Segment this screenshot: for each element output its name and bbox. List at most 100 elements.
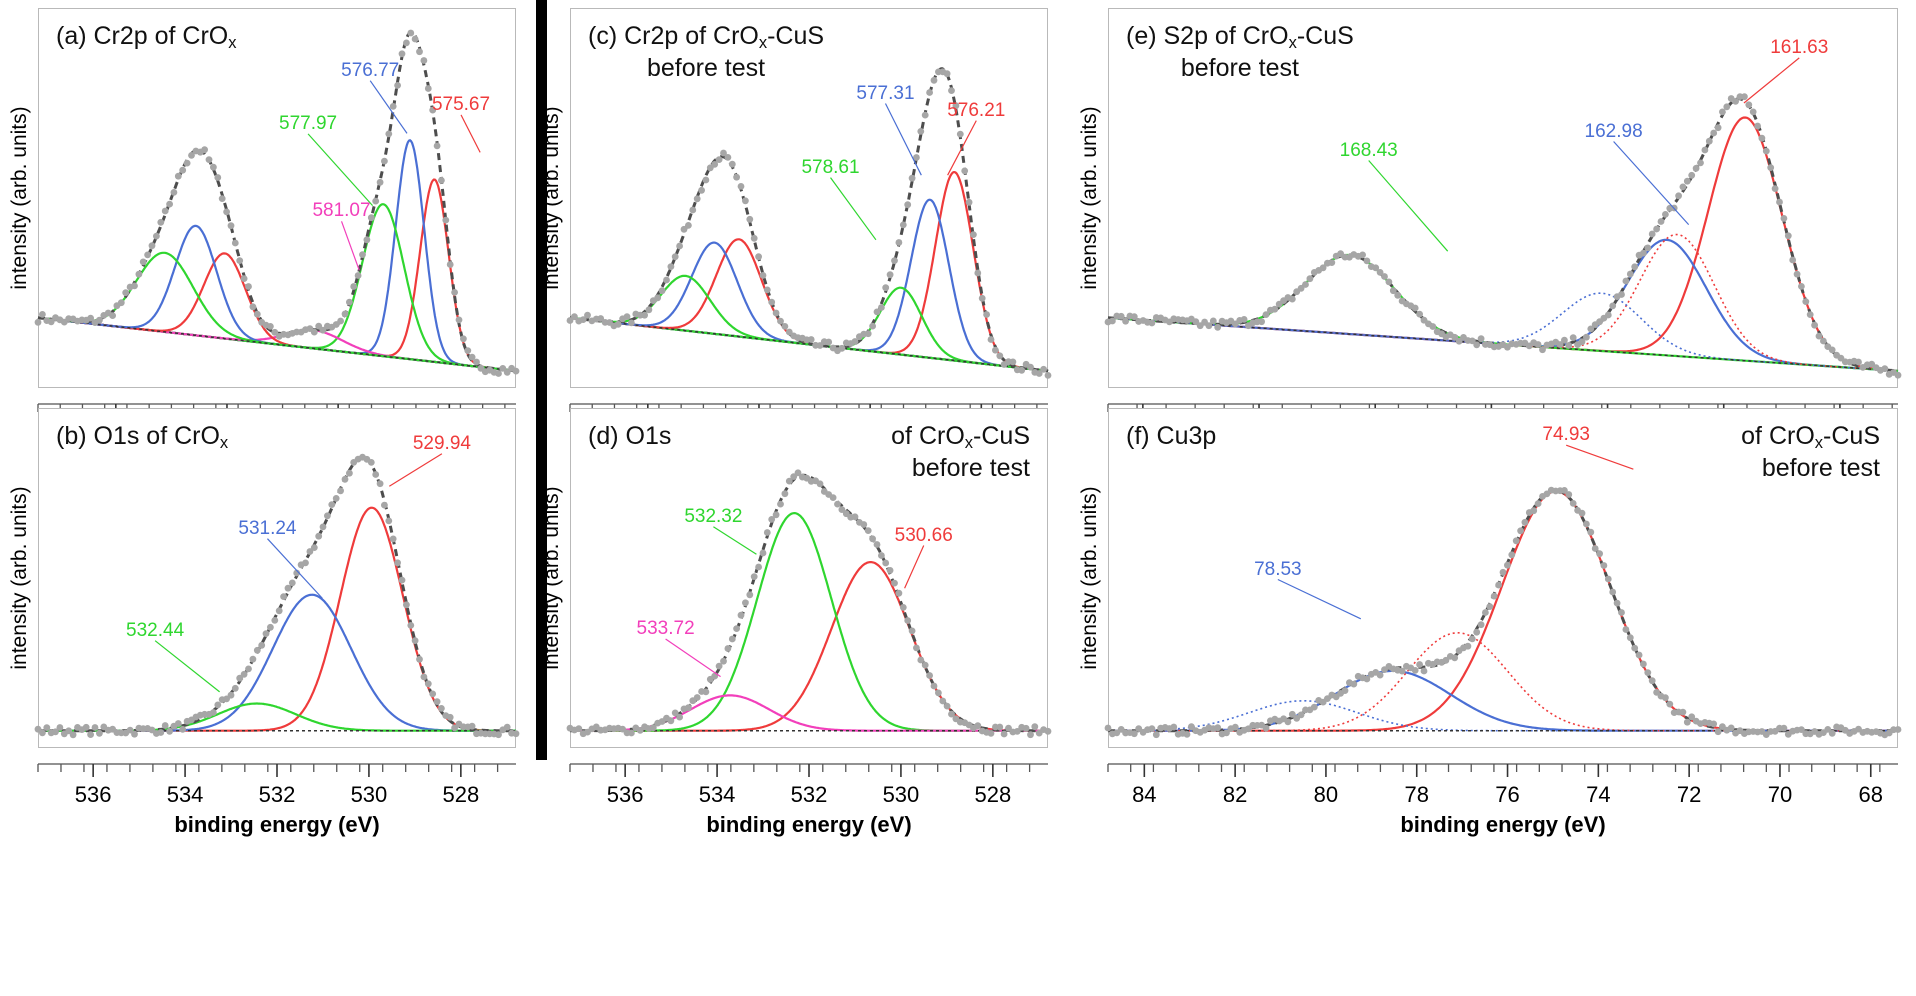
- peak-label-532.32: 532.32: [684, 505, 743, 527]
- x-axis-d: [569, 763, 1048, 777]
- x-tick-label: 76: [1495, 782, 1520, 807]
- x-tick-label: 530: [350, 782, 388, 807]
- x-tick-label: 534: [698, 782, 736, 807]
- title-line2: before test: [1180, 53, 1299, 82]
- annotation-leader-line: [1613, 141, 1690, 226]
- peak-label-530.66: 530.66: [894, 524, 953, 546]
- data-points-b: [34, 453, 520, 739]
- panel-title-c: (c) Cr2p of CrOx-CuS before test: [588, 22, 824, 83]
- annotation-leader-line: [665, 638, 721, 678]
- data-points-e: [1104, 93, 1902, 379]
- peak-label-577.31: 577.31: [856, 82, 915, 104]
- x-tick-label: 536: [606, 782, 644, 807]
- annotation-leader-line: [830, 177, 877, 241]
- title-main: (a) Cr2p of CrOx: [56, 22, 237, 53]
- x-tick-label: 80: [1313, 782, 1339, 807]
- annotation-leader-line: [307, 133, 374, 207]
- annotation-leader-line: [904, 545, 925, 589]
- peak-label-577.97: 577.97: [279, 112, 338, 134]
- annotation-leader-line: [1565, 444, 1634, 470]
- peak-label-581.07: 581.07: [312, 200, 371, 222]
- component-peak-78.53: [1108, 669, 1898, 732]
- annotation-leader-line: [1277, 578, 1362, 620]
- peak-label-575.67: 575.67: [431, 93, 491, 115]
- peak-label-576.77: 576.77: [341, 59, 400, 81]
- annotation-leader-line: [1743, 57, 1800, 104]
- component-peak-74.93: [1108, 490, 1898, 732]
- x-tick-label: 530: [882, 782, 920, 807]
- panel-title-e: (e) S2p of CrOx-CuS before test: [1126, 22, 1354, 83]
- data-points-f: [1104, 486, 1902, 739]
- annotation-leader-line: [154, 640, 221, 693]
- component-doublet-80.5-dotted: [1108, 700, 1898, 732]
- x-tick-label: 82: [1222, 782, 1248, 807]
- title-right-main: of CrOx-CuS: [891, 422, 1030, 453]
- x-tick-label: 532: [790, 782, 828, 807]
- panel-title-d: (d) O1s: [588, 422, 671, 452]
- x-axis-label-f: binding energy (eV): [1400, 812, 1606, 837]
- plot-frame-b: [38, 408, 516, 748]
- x-tick-label: 68: [1858, 782, 1883, 807]
- title-main: (d) O1s: [588, 422, 672, 450]
- peak-label-532.44: 532.44: [126, 619, 185, 641]
- peak-label-168.43: 168.43: [1339, 139, 1398, 161]
- panel-title-a: (a) Cr2p of CrOx: [56, 22, 237, 54]
- panel-title-right-d: of CrOx-CuS before test: [780, 422, 1030, 483]
- annotation-leader-line: [266, 538, 323, 599]
- plot-frame-f: [1108, 408, 1898, 748]
- component-doublet-77.1-dotted: [1108, 632, 1898, 732]
- x-tick-label: 84: [1132, 782, 1157, 807]
- peak-label-161.63: 161.63: [1770, 36, 1829, 58]
- peak-label-78.53: 78.53: [1254, 558, 1302, 580]
- panel-title-b: (b) O1s of CrOx: [56, 422, 228, 454]
- peak-label-162.98: 162.98: [1584, 120, 1643, 142]
- peak-label-74.93: 74.93: [1542, 424, 1590, 446]
- plot-frame-e: [1108, 8, 1898, 388]
- peak-label-578.61: 578.61: [801, 156, 860, 178]
- annotation-leader-line: [389, 453, 443, 487]
- title-main: (e) S2p of CrOx-CuS: [1126, 22, 1354, 53]
- annotation-leader-line: [340, 221, 360, 271]
- annotation-leader-line: [947, 120, 977, 176]
- title-main: (b) O1s of CrOx: [56, 422, 229, 453]
- x-tick-label: 74: [1586, 782, 1611, 807]
- x-tick-label: 532: [258, 782, 296, 807]
- panel-title-f: (f) Cu3p: [1126, 422, 1216, 452]
- peak-label-529.94: 529.94: [412, 432, 471, 454]
- x-axis-b: [37, 763, 516, 777]
- data-points-c: [566, 68, 1052, 379]
- fit-envelope-f: [1108, 488, 1898, 733]
- title-right-line2: before test: [911, 453, 1030, 482]
- x-tick-label: 70: [1767, 782, 1793, 807]
- data-points-d: [566, 469, 1052, 739]
- x-axis-label-d: binding energy (eV): [706, 812, 912, 837]
- title-main: (c) Cr2p of CrOx-CuS: [588, 22, 825, 53]
- vertical-divider: [536, 0, 547, 760]
- x-tick-label: 536: [74, 782, 112, 807]
- plot-frame-d: [570, 408, 1048, 748]
- annotation-leader-line: [369, 80, 408, 134]
- x-tick-label: 528: [442, 782, 480, 807]
- annotation-leader-line: [1368, 160, 1449, 252]
- x-tick-label: 78: [1404, 782, 1429, 807]
- peak-label-576.21: 576.21: [947, 99, 1006, 121]
- peak-label-533.72: 533.72: [636, 618, 695, 639]
- background-line-a: [37, 317, 517, 372]
- data-points-a: [34, 29, 520, 377]
- x-tick-label: 534: [166, 782, 204, 807]
- panel-title-right-f: of CrOx-CuS before test: [1630, 422, 1880, 483]
- x-tick-label: 528: [974, 782, 1012, 807]
- annotation-leader-line: [713, 526, 757, 555]
- x-tick-label: 72: [1676, 782, 1702, 807]
- background-line-e: [1107, 317, 1899, 372]
- x-axis-label-b: binding energy (eV): [174, 812, 380, 837]
- title-main: (f) Cu3p: [1126, 422, 1217, 450]
- peak-label-531.24: 531.24: [238, 517, 297, 539]
- annotation-leader-line: [460, 114, 481, 153]
